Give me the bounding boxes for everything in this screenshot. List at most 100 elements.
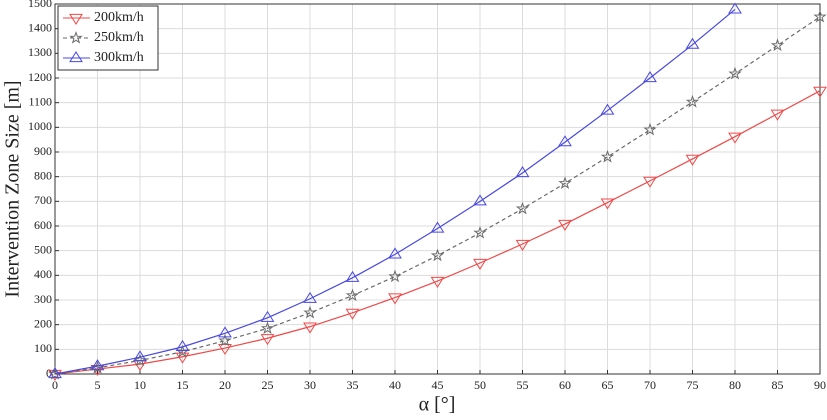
data-point: [643, 71, 657, 83]
x-tick-label: 5: [95, 378, 101, 392]
data-point: [473, 258, 487, 270]
series-line: [55, 90, 820, 374]
y-tick-label: 1000: [28, 119, 52, 133]
legend-label: 200km/h: [94, 10, 144, 25]
data-point: [388, 269, 402, 283]
y-tick-label: 500: [34, 242, 52, 256]
data-point: [303, 291, 317, 303]
data-point: [558, 176, 572, 190]
legend-marker: [69, 30, 83, 44]
data-point: [133, 353, 147, 367]
data-point: [600, 198, 615, 210]
legend-marker: [69, 51, 83, 63]
y-tick-label: 800: [34, 168, 52, 182]
x-tick-label: 90: [814, 378, 826, 392]
data-point: [728, 2, 742, 14]
data-point: [218, 326, 232, 338]
data-point: [175, 352, 190, 364]
legend-label: 250km/h: [94, 30, 144, 45]
x-tick-label: 10: [134, 378, 146, 392]
data-point: [345, 270, 360, 282]
data-point: [473, 225, 487, 239]
data-point: [728, 66, 742, 80]
data-point: [728, 132, 742, 144]
data-point: [430, 221, 445, 233]
data-point: [685, 37, 700, 49]
data-point: [558, 135, 572, 147]
x-tick-label: 35: [347, 378, 359, 392]
x-tick-label: 25: [262, 378, 274, 392]
data-point: [388, 293, 402, 305]
data-point: [473, 194, 487, 206]
data-point: [643, 122, 657, 136]
x-tick-label: 15: [177, 378, 189, 392]
data-point: [260, 334, 275, 346]
data-point: [515, 166, 530, 178]
data-point: [48, 366, 62, 380]
x-tick-label: 30: [304, 378, 316, 392]
series-line: [55, 8, 736, 374]
x-axis-label: α [°]: [419, 394, 456, 416]
data-point: [48, 367, 62, 379]
y-tick-label: 900: [34, 144, 52, 158]
data-point: [643, 176, 657, 188]
data-point: [218, 333, 232, 347]
y-tick-label: 100: [34, 341, 52, 355]
x-tick-label: 75: [687, 378, 699, 392]
x-tick-label: 20: [219, 378, 231, 392]
data-point: [813, 86, 827, 98]
series-line: [55, 16, 820, 374]
y-tick-label: 1200: [28, 70, 52, 84]
data-point: [813, 9, 827, 23]
x-tick-label: 45: [432, 378, 444, 392]
y-tick-label: 700: [34, 193, 52, 207]
x-tick-label: 0: [52, 378, 58, 392]
x-tick-label: 40: [389, 378, 401, 392]
y-tick-label: 300: [34, 292, 52, 306]
data-point: [175, 339, 190, 351]
data-point: [685, 154, 700, 166]
data-point: [388, 247, 402, 259]
x-tick-label: 60: [559, 378, 571, 392]
legend-box: [57, 5, 159, 71]
data-point: [600, 103, 615, 115]
y-tick-label: 1300: [28, 45, 52, 59]
y-tick-label: 1500: [28, 0, 52, 10]
x-tick-label: 65: [602, 378, 614, 392]
x-tick-label: 70: [644, 378, 656, 392]
legend-marker: [69, 13, 83, 25]
y-tick-label: 1100: [28, 94, 52, 108]
data-point: [345, 308, 360, 320]
x-tick-label: 50: [474, 378, 486, 392]
x-tick-label: 85: [772, 378, 784, 392]
x-tick-label: 55: [517, 378, 529, 392]
data-point: [90, 359, 105, 371]
y-tick-label: 1400: [28, 20, 52, 34]
plot-frame: [54, 3, 821, 375]
data-point: [345, 288, 360, 302]
data-point: [515, 201, 530, 215]
legend-label: 300km/h: [94, 50, 144, 65]
data-point: [430, 248, 445, 262]
y-tick-label: 600: [34, 218, 52, 232]
y-tick-label: 200: [34, 316, 52, 330]
y-tick-label: 400: [34, 267, 52, 281]
data-point: [133, 350, 147, 362]
data-point: [600, 149, 615, 163]
data-point: [515, 239, 530, 251]
y-axis-label: Intervention Zone Size [m]: [2, 80, 24, 297]
data-point: [48, 369, 62, 381]
data-point: [430, 276, 445, 288]
data-point: [260, 310, 275, 322]
x-tick-label: 80: [729, 378, 741, 392]
y-tick-label: 0: [46, 366, 52, 380]
data-point: [218, 344, 232, 356]
data-point: [303, 305, 317, 319]
data-point: [303, 322, 317, 334]
data-point: [770, 38, 785, 52]
data-point: [685, 94, 700, 108]
data-point: [260, 321, 275, 335]
data-point: [558, 219, 572, 231]
data-point: [770, 109, 785, 121]
